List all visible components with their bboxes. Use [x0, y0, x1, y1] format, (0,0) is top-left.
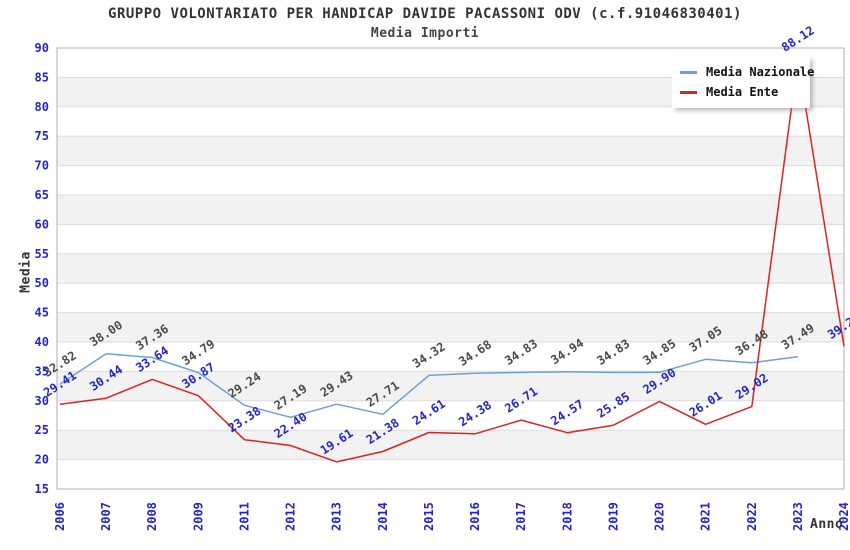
legend-item-media-nazionale: Media Nazionale — [680, 62, 814, 82]
y-tick-label: 90 — [35, 41, 49, 55]
x-tick-label: 2014 — [376, 502, 390, 531]
band — [57, 371, 844, 401]
y-tick-label: 20 — [35, 453, 49, 467]
band — [57, 342, 844, 372]
band — [57, 459, 844, 489]
chart-title: GRUPPO VOLONTARIATO PER HANDICAP DAVIDE … — [108, 6, 742, 22]
chart-legend: Media Nazionale Media Ente — [672, 57, 814, 108]
band — [57, 400, 844, 431]
x-axis-title: Anno — [810, 517, 844, 532]
y-tick-label: 70 — [35, 159, 49, 173]
band — [57, 195, 844, 225]
y-tick-label: 25 — [35, 423, 49, 437]
x-tick-label: 2024 — [837, 502, 850, 531]
y-tick-label: 75 — [35, 129, 49, 143]
media-ente-swatch-icon — [680, 90, 697, 94]
media-nazionale-line — [59, 353, 798, 419]
x-tick-label: 2007 — [99, 502, 113, 531]
y-tick-label: 55 — [35, 247, 49, 261]
y-tick-label: 40 — [35, 335, 49, 349]
band — [57, 136, 844, 166]
y-tick-label: 50 — [35, 276, 49, 290]
x-tick-label: 2009 — [191, 502, 205, 531]
band — [57, 283, 844, 313]
y-tick-label: 45 — [35, 306, 49, 320]
media-ente-line — [59, 58, 845, 463]
y-tick-label: 85 — [35, 70, 49, 84]
chart-subtitle: Media Importi — [370, 26, 480, 41]
x-tick-label: 2022 — [745, 502, 759, 531]
band — [57, 312, 844, 342]
legend-item-media-ente: Media Ente — [680, 82, 802, 102]
x-tick-label: 2019 — [606, 502, 620, 531]
media-nazionale-swatch-icon — [680, 70, 697, 74]
x-tick-label: 2020 — [653, 502, 667, 531]
legend-label-media-nazionale: Media Nazionale — [706, 65, 815, 79]
band — [57, 106, 844, 137]
band — [57, 165, 844, 195]
plot-border — [56, 47, 845, 490]
x-tick-label: 2012 — [284, 502, 298, 531]
y-tick-label: 65 — [35, 188, 49, 202]
legend-label-media-ente: Media Ente — [706, 85, 779, 99]
y-tick-label: 80 — [35, 100, 49, 114]
band — [57, 430, 844, 460]
y-tick-label: 30 — [35, 394, 49, 408]
x-tick-label: 2011 — [238, 502, 252, 531]
x-tick-label: 2006 — [53, 502, 67, 531]
x-tick-label: 2015 — [422, 502, 436, 531]
y-tick-label: 15 — [35, 482, 49, 496]
x-tick-label: 2008 — [145, 502, 159, 531]
x-tick-label: 2021 — [699, 502, 713, 531]
x-tick-label: 2023 — [791, 502, 805, 531]
x-tick-label: 2016 — [468, 502, 482, 531]
band — [57, 224, 844, 254]
band — [57, 253, 844, 284]
x-tick-label: 2013 — [330, 502, 344, 531]
x-tick-label: 2018 — [560, 502, 574, 531]
y-tick-label: 35 — [35, 364, 49, 378]
x-tick-label: 2017 — [514, 502, 528, 531]
y-tick-label: 60 — [35, 217, 49, 231]
